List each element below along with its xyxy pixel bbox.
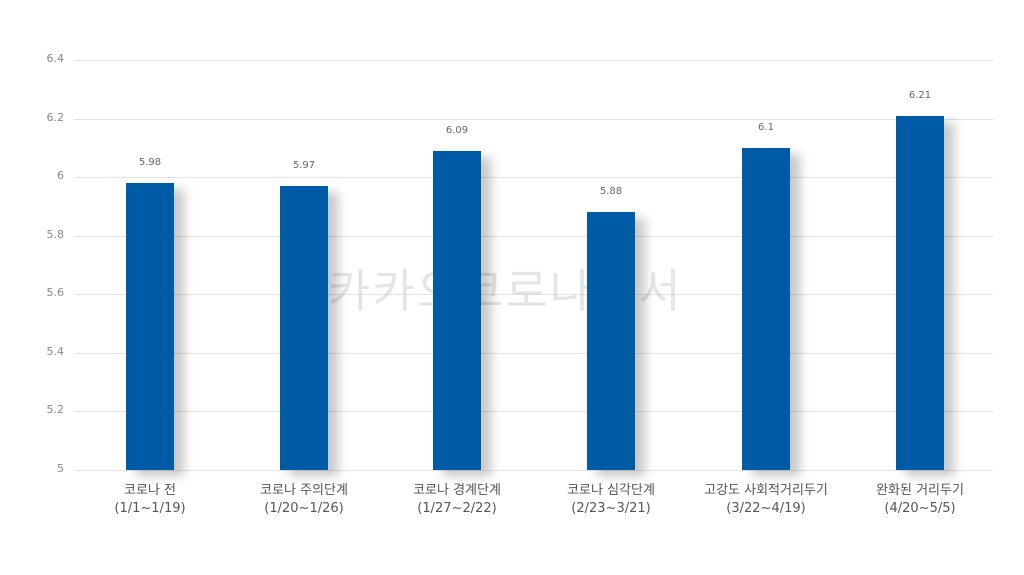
bar-value-label: 6.1 [758, 122, 774, 133]
category-name: 코로나 심각단계 [567, 483, 655, 498]
category-name: 코로나 경계단계 [413, 483, 501, 498]
y-tick-label: 5.8 [46, 228, 65, 241]
gridline [74, 294, 993, 295]
x-category-label: 코로나 심각단계 (2/23~3/21) [526, 482, 696, 518]
category-period: (1/27~2/22) [417, 501, 497, 516]
bar [896, 116, 944, 470]
y-tick-label: 6.4 [46, 52, 65, 65]
y-tick-label: 5 [57, 462, 64, 475]
category-name: 코로나 전 [124, 483, 176, 498]
category-period: (4/20~5/5) [884, 501, 956, 516]
gridline [74, 470, 993, 471]
bar-value-label: 6.09 [445, 125, 469, 136]
gridline [74, 177, 993, 178]
category-period: (1/1~1/19) [114, 501, 186, 516]
category-period: (2/23~3/21) [571, 501, 651, 516]
bar-value-label: 6.21 [908, 90, 932, 101]
bar-value-label: 5.88 [599, 186, 623, 197]
bar-value-label: 5.98 [138, 157, 162, 168]
bar [280, 186, 328, 470]
gridline [74, 353, 993, 354]
x-category-label: 완화된 거리두기 (4/20~5/5) [835, 482, 1005, 518]
bar [587, 212, 635, 470]
category-name: 코로나 주의단계 [260, 483, 348, 498]
gridline [74, 236, 993, 237]
category-name: 완화된 거리두기 [876, 483, 964, 498]
category-period: (1/20~1/26) [264, 501, 344, 516]
y-tick-label: 5.2 [46, 403, 65, 416]
bar [742, 148, 790, 470]
x-category-label: 코로나 경계단계 (1/27~2/22) [372, 482, 542, 518]
y-tick-label: 6 [57, 169, 64, 182]
gridline [74, 411, 993, 412]
x-category-label: 코로나 전 (1/1~1/19) [65, 482, 235, 518]
bar [433, 151, 481, 470]
bar [126, 183, 174, 470]
gridline [74, 119, 993, 120]
category-period: (3/22~4/19) [726, 501, 806, 516]
y-tick-label: 6.2 [46, 111, 65, 124]
bar-value-label: 5.97 [292, 160, 316, 171]
x-category-label: 고강도 사회적거리두기 (3/22~4/19) [681, 482, 851, 518]
x-category-label: 코로나 주의단계 (1/20~1/26) [219, 482, 389, 518]
category-name: 고강도 사회적거리두기 [704, 483, 828, 498]
gridline [74, 60, 993, 61]
y-tick-label: 5.6 [46, 286, 65, 299]
y-tick-label: 5.4 [46, 345, 65, 358]
